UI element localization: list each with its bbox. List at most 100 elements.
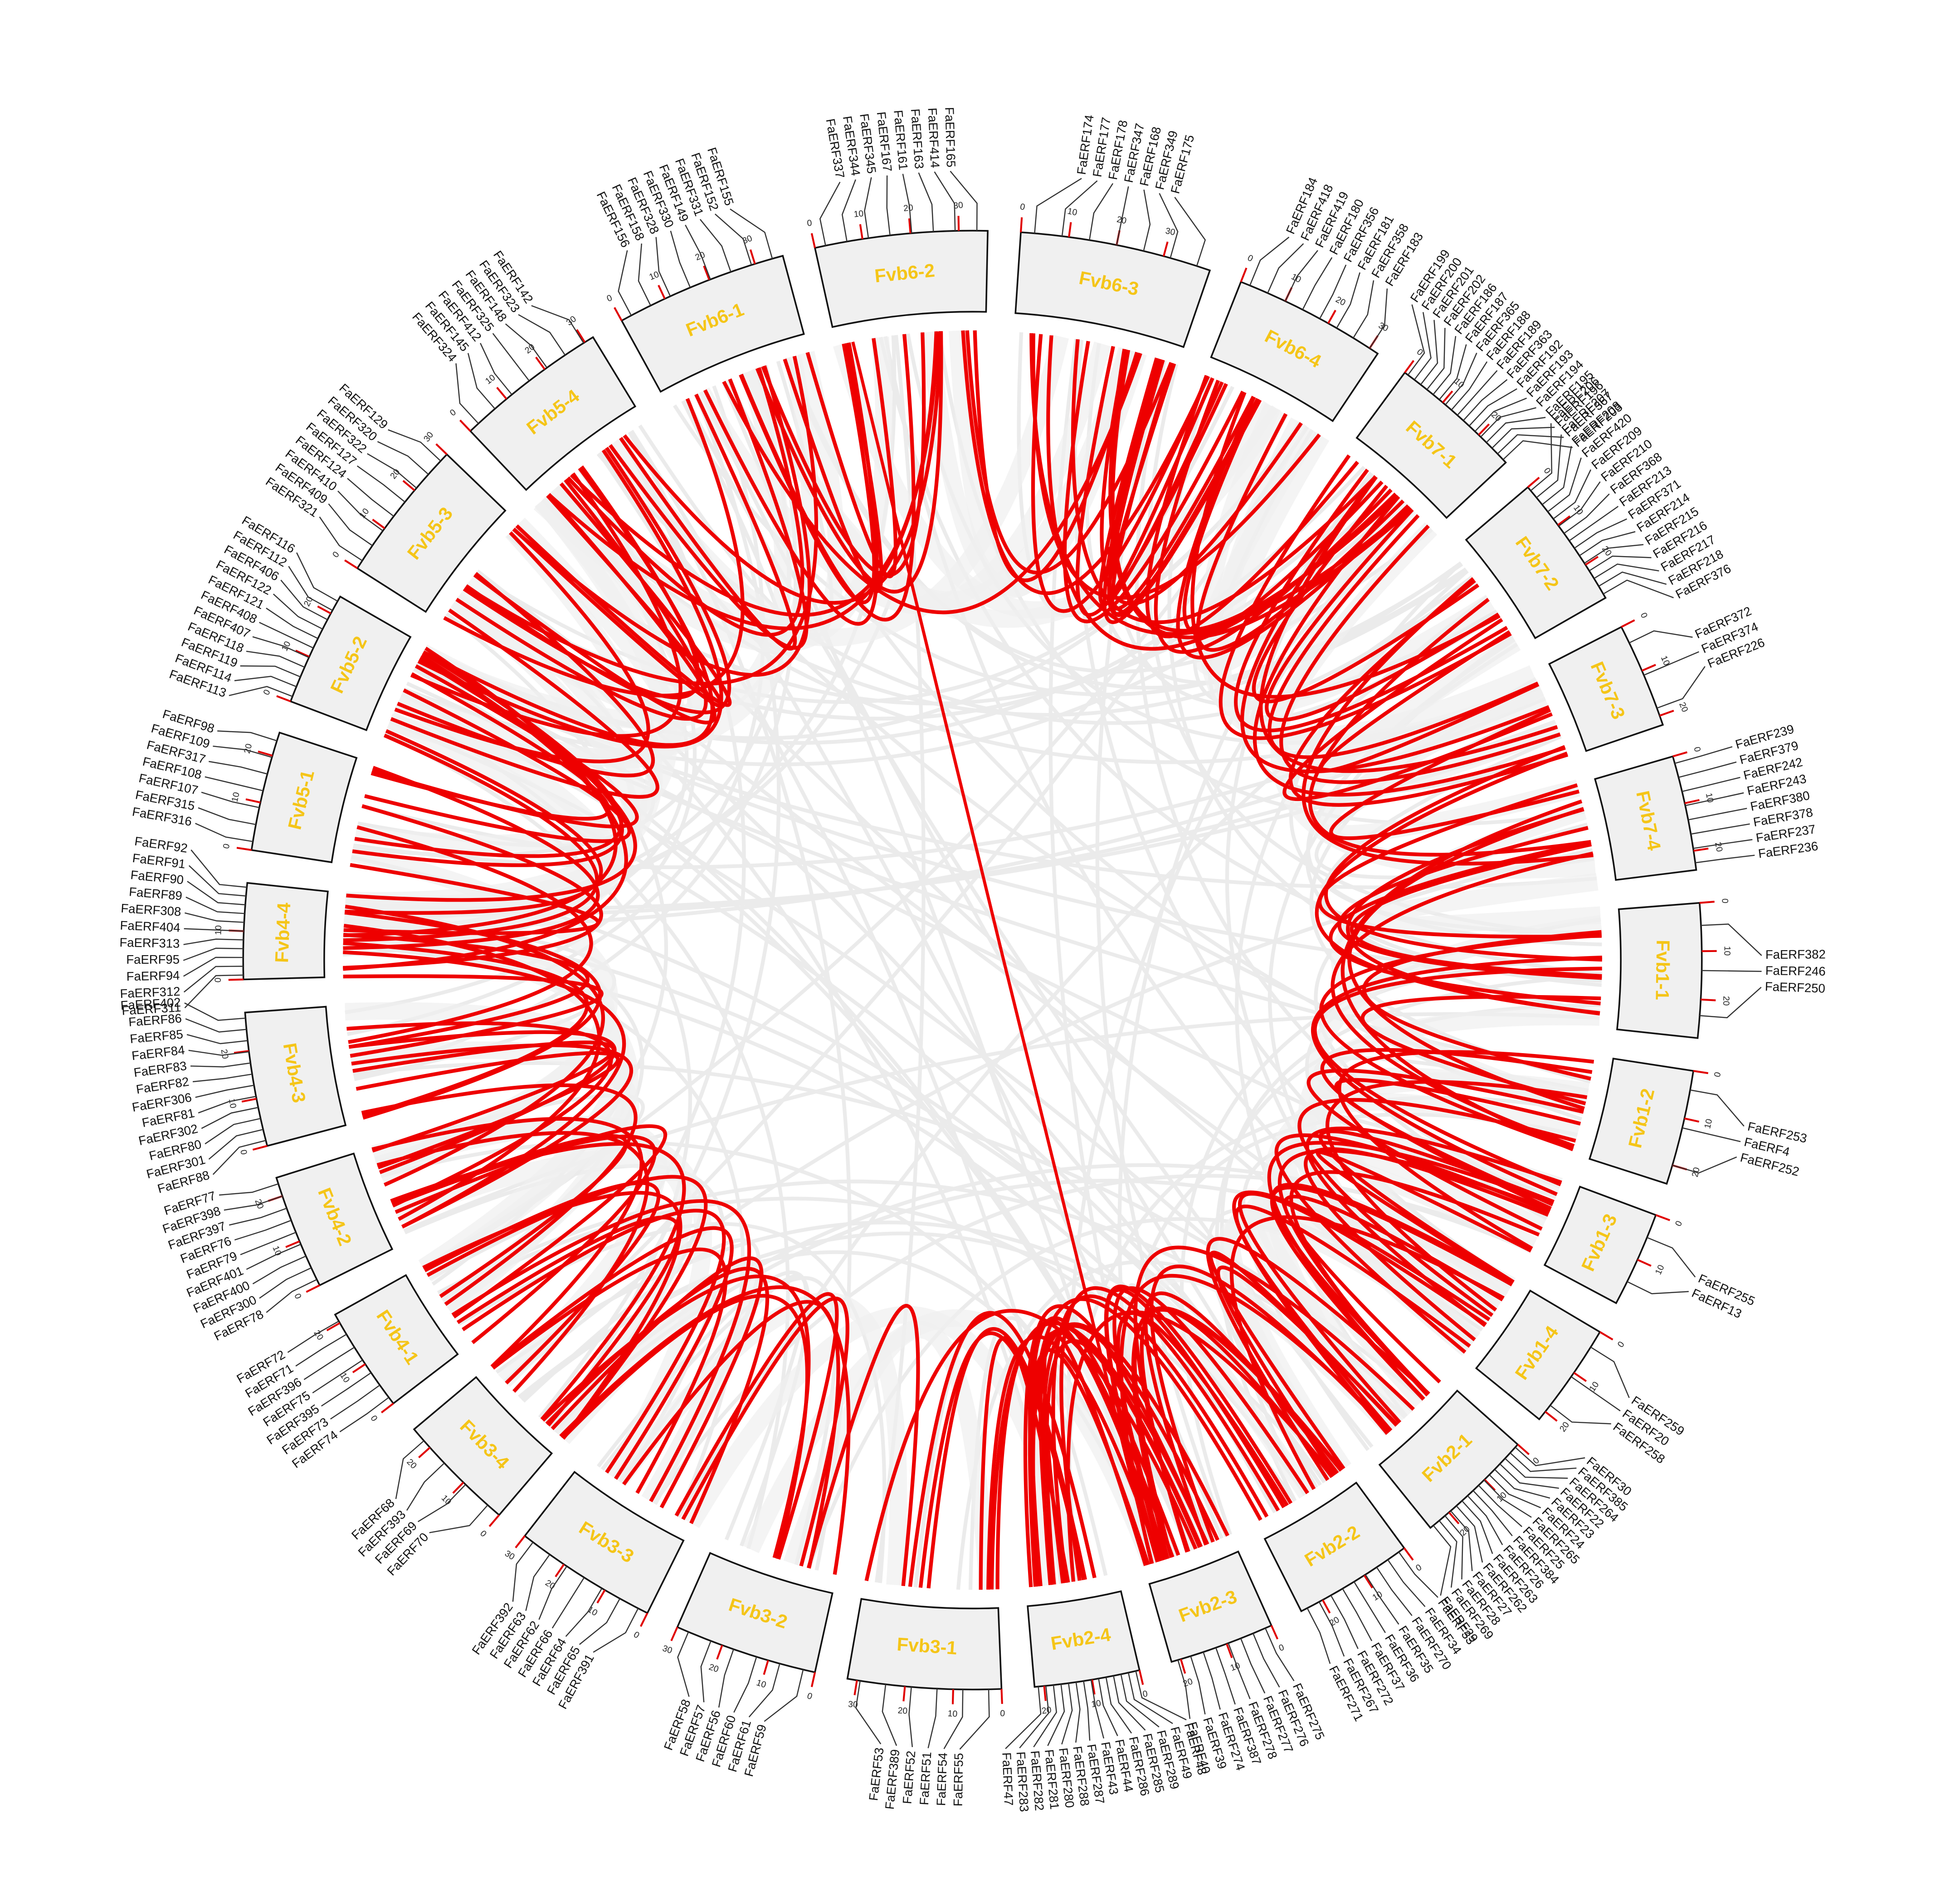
gene-pointer — [1451, 361, 1488, 410]
gene-pointer — [185, 1018, 247, 1033]
gene-label: FaERF246 — [1765, 963, 1826, 978]
chromosome-box — [1594, 755, 1697, 881]
syntenic-link — [1110, 362, 1260, 617]
gene-pointer — [1701, 923, 1762, 956]
tick-mark — [902, 1686, 906, 1702]
links — [342, 330, 1603, 1591]
tick-label: 0 — [632, 1630, 641, 1640]
gene-pointer — [1387, 1559, 1426, 1607]
gene-pointer — [1627, 1281, 1689, 1294]
gene-label: FaERF382 — [1765, 947, 1826, 962]
syntenic-link — [1313, 967, 1602, 1186]
tick-label: 20 — [1041, 1705, 1052, 1716]
gene-pointer — [1128, 1672, 1173, 1724]
gene-pointer — [1594, 563, 1659, 579]
gene-pointer — [908, 1687, 913, 1748]
gene-pointer — [1302, 257, 1333, 310]
gene-pointer — [266, 1279, 317, 1313]
gene-pointer — [1462, 379, 1508, 421]
tick-label: 20 — [1713, 841, 1724, 853]
tick-mark — [1163, 241, 1169, 257]
syntenic-link — [965, 330, 1173, 575]
tick-mark — [716, 1645, 723, 1660]
syntenic-link — [622, 1300, 840, 1569]
syntenic-link — [1265, 508, 1500, 722]
syntenic-link — [364, 688, 631, 843]
syntenic-link — [361, 1083, 638, 1306]
syntenic-link — [348, 825, 593, 1044]
tick-mark — [1573, 1372, 1587, 1382]
tick-label: 0 — [1692, 746, 1702, 753]
gene-pointer — [287, 1320, 339, 1353]
chromosome-box — [250, 731, 358, 864]
gene-label: FaERF47 — [999, 1752, 1016, 1806]
gene-pointer — [1688, 808, 1747, 820]
chromosome-label: Fvb4-4 — [271, 902, 294, 963]
syntenic-link — [609, 378, 809, 650]
gene-pointer — [185, 896, 245, 914]
syntenic-link — [343, 804, 603, 970]
gene-pointer — [184, 1002, 246, 1021]
gene-pointer — [1589, 555, 1652, 571]
gene-pointer — [328, 503, 373, 546]
gene-pointer — [1530, 423, 1553, 491]
gene-pointer — [234, 1220, 292, 1241]
gene-pointer — [1365, 1574, 1399, 1625]
gene-pointer — [1574, 518, 1627, 549]
gene-pointer — [1143, 189, 1151, 251]
gene-pointer — [730, 208, 773, 259]
tick-mark — [596, 1589, 606, 1604]
tick-mark — [1684, 1117, 1700, 1123]
gene-pointer — [1318, 1601, 1345, 1657]
tick-label: 0 — [238, 1149, 248, 1155]
gene-pointer — [205, 1118, 261, 1145]
tick-label: 0 — [1713, 1071, 1723, 1078]
syntenic-link — [391, 1134, 628, 1298]
gene-label: FaERF402 — [120, 995, 181, 1012]
gene-pointer — [1468, 388, 1517, 426]
gene-pointer — [240, 1232, 296, 1255]
gene-pointer — [1061, 180, 1098, 236]
syntenic-link — [851, 342, 1154, 1564]
gene-pointer — [1456, 1505, 1483, 1563]
gene-pointer — [1515, 1447, 1585, 1466]
gene-pointer — [1499, 1463, 1559, 1489]
gene-pointer — [764, 1669, 804, 1722]
gene-pointer — [1019, 1685, 1049, 1748]
syntenic-link — [1028, 1348, 1150, 1587]
syntenic-link — [1318, 1129, 1555, 1284]
gene-pointer — [195, 823, 253, 842]
chromosome-box — [814, 229, 989, 328]
tick-mark — [1517, 1444, 1530, 1455]
gene-pointer — [1682, 776, 1740, 792]
tick-mark — [317, 605, 331, 615]
gene-pointer — [1603, 579, 1674, 599]
tick-mark — [640, 1612, 648, 1627]
syntenic-link — [551, 1256, 764, 1509]
gene-pointer — [1426, 327, 1446, 390]
gene-pointer — [337, 490, 384, 532]
syntenic-link — [356, 1051, 620, 1169]
gene-pointer — [1480, 407, 1536, 438]
syntenic-link — [1046, 335, 1397, 651]
syntenic-link — [492, 1247, 728, 1494]
gene-pointer — [714, 213, 752, 265]
gene-pointer — [902, 174, 912, 234]
syntenic-link — [1267, 1141, 1554, 1401]
syntenic-link — [395, 1124, 668, 1318]
gene-pointer — [1240, 1638, 1266, 1694]
gene-pointer — [1553, 469, 1592, 520]
gene-pointer — [1700, 986, 1762, 1019]
gene-pointer — [934, 171, 956, 231]
tick-label: 20 — [1334, 295, 1347, 308]
gene-label: FaERF90 — [130, 868, 184, 887]
syntenic-link — [1305, 1126, 1562, 1327]
chromosome-box — [1475, 1289, 1601, 1421]
gene-pointer — [190, 1062, 251, 1068]
tick-label: 0 — [605, 293, 614, 304]
chromosome-label: Fvb3-1 — [896, 1634, 958, 1659]
syntenic-link — [1041, 1324, 1219, 1585]
syntenic-link — [343, 974, 604, 1058]
syntenic-link — [343, 923, 601, 1221]
syntenic-link — [559, 1285, 851, 1575]
